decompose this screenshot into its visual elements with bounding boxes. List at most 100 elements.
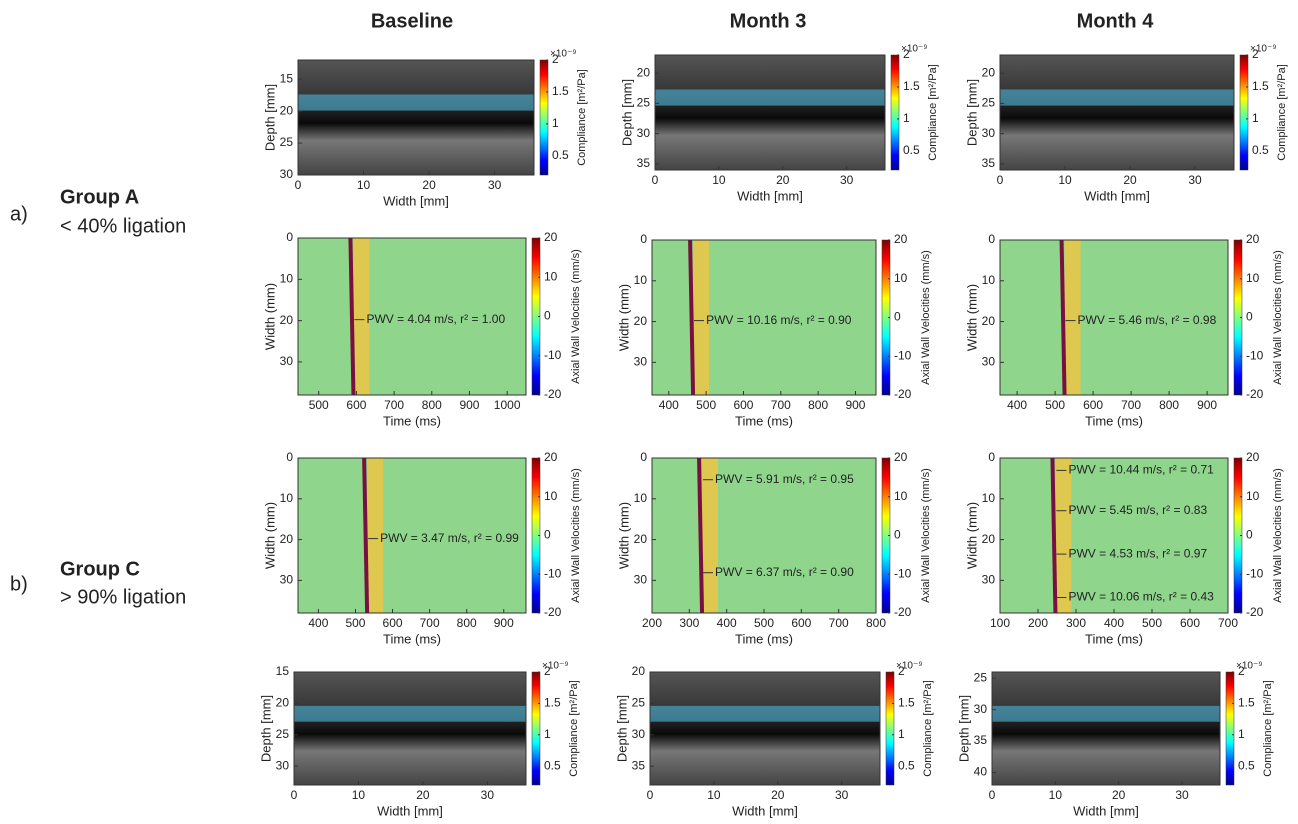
- pwv-annotation: PWV = 3.47 m/s, r² = 0.99: [380, 531, 519, 545]
- x-axis-label: Time (ms): [735, 631, 793, 646]
- colorbar-tick-label: 0.5: [898, 758, 915, 772]
- pwv-annotation: PWV = 4.53 m/s, r² = 0.97: [1068, 546, 1207, 560]
- x-tick-label: 500: [696, 398, 716, 412]
- x-tick-label: 10: [712, 173, 726, 187]
- y-axis-label: Width (mm): [616, 502, 631, 569]
- y-axis-label: Width (mm): [262, 283, 277, 350]
- colorbar-label: Axial Wall Velocities (mm/s): [570, 249, 582, 384]
- x-axis-label: Width [mm]: [1084, 188, 1150, 203]
- y-tick-label: 30: [982, 355, 996, 369]
- y-tick-label: 30: [637, 126, 651, 140]
- y-tick-label: 20: [982, 532, 996, 546]
- x-tick-label: 20: [776, 173, 790, 187]
- colorbar: [539, 59, 549, 176]
- colorbar-tick-label: 1.5: [903, 79, 920, 93]
- y-axis-label: Depth [mm]: [614, 695, 629, 762]
- colorbar: [1239, 54, 1249, 171]
- x-tick-label: 30: [840, 173, 854, 187]
- colorbar-tick-label: 20: [1246, 232, 1260, 246]
- axes-frame: [293, 671, 527, 786]
- x-tick-label: 0: [295, 178, 302, 192]
- colorbar-tick-label: -20: [544, 605, 562, 619]
- axes-frame: [999, 239, 1229, 396]
- x-tick-label: 500: [1045, 398, 1065, 412]
- x-tick-label: 0: [997, 173, 1004, 187]
- x-tick-label: 700: [771, 398, 791, 412]
- x-tick-label: 200: [1028, 616, 1048, 630]
- colorbar-tick-label: 0.5: [1238, 758, 1255, 772]
- x-axis-label: Width [mm]: [737, 188, 803, 203]
- colorbar-tick-label: -20: [894, 387, 912, 401]
- colorbar-tick-label: 10: [544, 489, 558, 503]
- colorbar-label: Compliance [m²/Pa]: [1262, 680, 1274, 777]
- x-tick-label: 700: [384, 398, 404, 412]
- velocity-map: [1000, 240, 1228, 395]
- axes-frame: [297, 237, 527, 396]
- x-axis-label: Width [mm]: [732, 803, 798, 818]
- colorbar: [531, 671, 541, 786]
- x-axis-label: Width [mm]: [377, 803, 443, 818]
- colorbar-label: Compliance [m²/Pa]: [576, 69, 588, 166]
- y-tick-label: 30: [632, 727, 646, 741]
- y-axis-label: Width (mm): [964, 502, 979, 569]
- colorbar: [890, 54, 900, 171]
- compliance-overlay: [992, 705, 1220, 722]
- x-axis-label: Time (ms): [1085, 413, 1143, 428]
- y-tick-label: 20: [634, 532, 648, 546]
- y-tick-label: 30: [982, 126, 996, 140]
- y-tick-label: 20: [982, 314, 996, 328]
- ultrasound-image: [992, 672, 1220, 785]
- colorbar-tick-label: 1: [903, 111, 910, 125]
- colorbar-tick-label: 0: [894, 528, 901, 542]
- colorbar-tick-label: 2: [903, 47, 910, 61]
- axes-frame: [651, 239, 877, 396]
- colorbar-tick-label: -10: [544, 566, 562, 580]
- pwv-fit: [362, 457, 370, 614]
- colorbar-tick-label: 10: [1246, 271, 1260, 285]
- x-tick-label: 200: [642, 616, 662, 630]
- colorbar-label: Axial Wall Velocities (mm/s): [920, 250, 932, 385]
- colorbar-tick-label: 1.5: [544, 696, 561, 710]
- x-tick-label: 0: [647, 788, 654, 802]
- y-axis-label: Depth [mm]: [964, 79, 979, 146]
- colorbar-tick-label: 1: [898, 727, 905, 741]
- x-tick-label: 600: [383, 616, 403, 630]
- x-tick-label: 300: [679, 616, 699, 630]
- pwv-annotation: PWV = 5.91 m/s, r² = 0.95: [715, 472, 854, 486]
- colorbar-tick-label: -10: [1246, 566, 1264, 580]
- x-tick-label: 300: [1066, 616, 1086, 630]
- axes-frame: [991, 671, 1221, 786]
- wave-front: [1064, 240, 1081, 395]
- row-group: Group C: [60, 558, 140, 580]
- colorbar-tick-label: -20: [544, 387, 562, 401]
- y-tick-label: 0: [286, 450, 293, 464]
- row-condition: > 90% ligation: [60, 586, 186, 608]
- colorbar-exponent: ×10⁻⁹: [896, 661, 923, 672]
- colorbar-tick-label: 10: [1246, 489, 1260, 503]
- x-tick-label: 400: [1104, 616, 1124, 630]
- y-tick-label: 35: [637, 156, 651, 170]
- x-tick-label: 500: [754, 616, 774, 630]
- colorbar: [885, 671, 895, 786]
- wave-front: [702, 458, 719, 613]
- y-axis-label: Width (mm): [262, 502, 277, 569]
- colorbar-tick-label: 0.5: [1252, 143, 1269, 157]
- y-axis-label: Width (mm): [964, 284, 979, 351]
- y-tick-label: 30: [280, 354, 294, 368]
- pwv-fit: [348, 237, 356, 396]
- x-tick-label: 400: [1007, 398, 1027, 412]
- y-tick-label: 20: [280, 103, 294, 117]
- pwv-fit: [697, 457, 705, 614]
- y-tick-label: 35: [982, 156, 996, 170]
- x-tick-label: 10: [1049, 788, 1063, 802]
- x-tick-label: 30: [835, 788, 849, 802]
- y-tick-label: 10: [280, 271, 294, 285]
- y-tick-label: 15: [276, 664, 290, 678]
- colorbar-exponent: ×10⁻⁹: [542, 661, 569, 672]
- y-tick-label: 40: [974, 765, 988, 779]
- x-tick-label: 100: [990, 616, 1010, 630]
- axes-frame: [649, 671, 881, 786]
- x-axis-label: Width [mm]: [1073, 803, 1139, 818]
- axes-frame: [999, 54, 1235, 171]
- x-tick-label: 600: [1083, 398, 1103, 412]
